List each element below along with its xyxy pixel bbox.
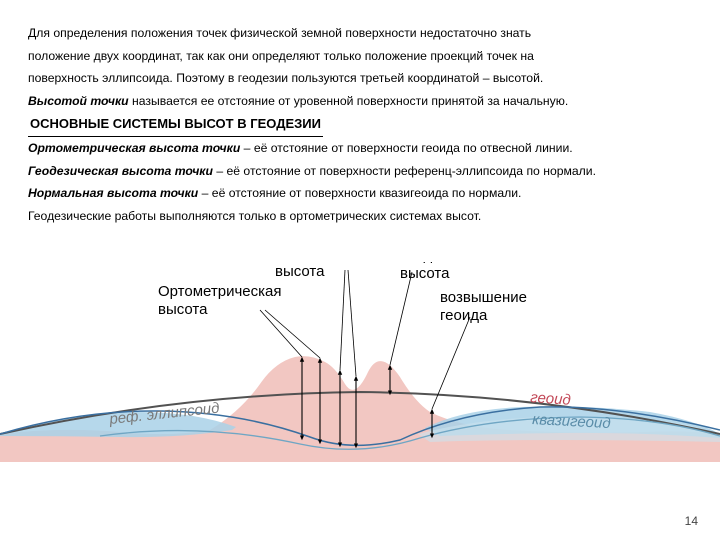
- page-number: 14: [685, 514, 698, 528]
- term-height: Высотой точки: [28, 94, 129, 108]
- label-geodetic-height-line-0: Геодезическая: [400, 262, 503, 264]
- body-text: Для определения положения точек физическ…: [0, 0, 720, 228]
- leader-normB: [348, 270, 356, 376]
- term-norm: Нормальная высота точки: [28, 186, 198, 200]
- leader-ortoB: [265, 310, 320, 358]
- label-geodetic-height-line-1: высота: [400, 265, 450, 282]
- section-title: ОСНОВНЫЕ СИСТЕМЫ ВЫСОТ В ГЕОДЕЗИИ: [28, 112, 323, 137]
- term-orto: Ортометрическая высота точки: [28, 141, 240, 155]
- label-orthometric-height-line-1: высота: [158, 301, 208, 318]
- label-geoid-rise-line-1: геоида: [440, 307, 488, 324]
- label-normal-height-line-1: высота: [275, 263, 325, 280]
- leader-ortoA: [260, 310, 302, 357]
- para-1: Для определения положения точек физическ…: [28, 22, 692, 45]
- section-title-wrap: ОСНОВНЫЕ СИСТЕМЫ ВЫСОТ В ГЕОДЕЗИИ: [28, 112, 692, 137]
- label-geodetic-height: Геодезическаявысота: [400, 262, 503, 282]
- label-normal-height: Нормальнаявысота: [275, 262, 363, 280]
- term-geod: Геодезическая высота точки: [28, 164, 213, 178]
- para-5: Ортометрическая высота точки – её отстоя…: [28, 137, 692, 160]
- para-6: Геодезическая высота точки – её отстояни…: [28, 160, 692, 183]
- label-geoid-rise-line-0: возвышение: [440, 289, 527, 306]
- leader-normA: [340, 270, 345, 370]
- label-orthometric-height-line-0: Ортометрическая: [158, 283, 282, 300]
- label-geoid: геоид: [530, 389, 572, 409]
- leader-geodA: [390, 272, 412, 365]
- para-7: Нормальная высота точки – её отстояние о…: [28, 182, 692, 205]
- para-4: Высотой точки называется ее отстояние от…: [28, 90, 692, 113]
- para-2: положение двух координат, так как они оп…: [28, 45, 692, 68]
- para-3: поверхность эллипсоида. Поэтому в геодез…: [28, 67, 692, 90]
- para-8: Геодезические работы выполняются только …: [28, 205, 692, 228]
- label-geoid-rise: возвышениегеоида: [440, 289, 527, 324]
- heights-diagram: НормальнаявысотаОртометрическаявысотаГео…: [0, 262, 720, 500]
